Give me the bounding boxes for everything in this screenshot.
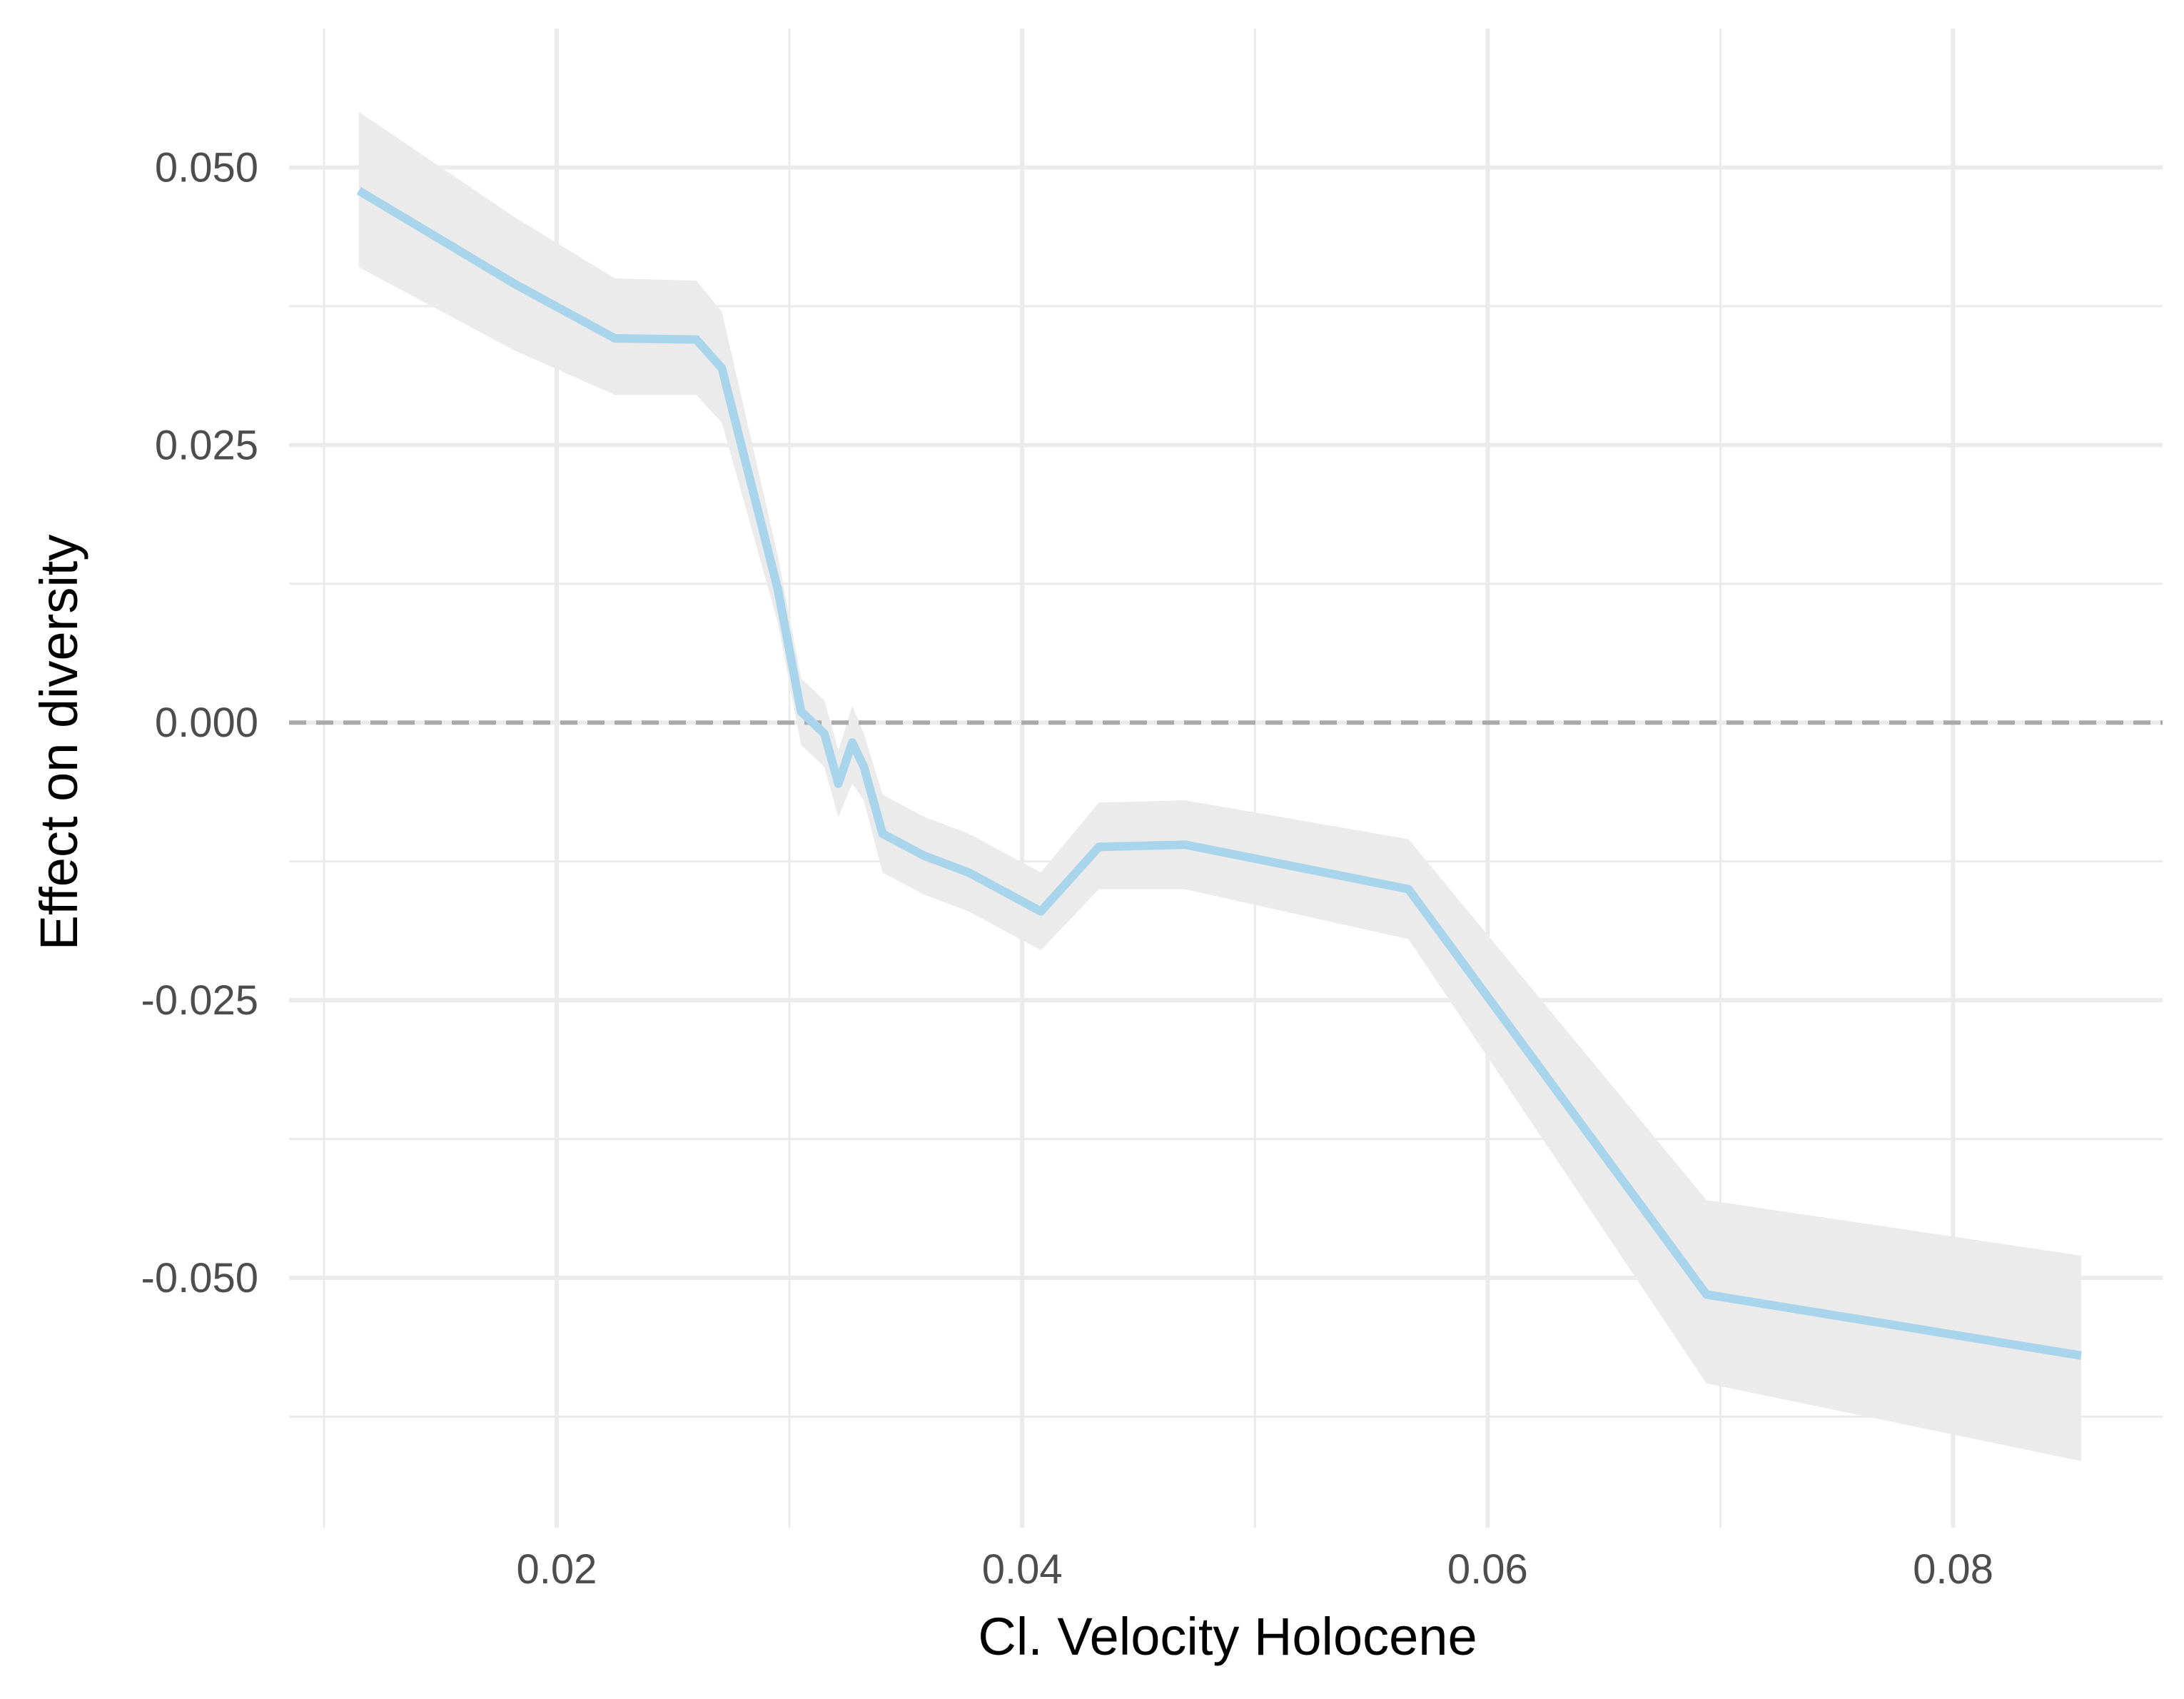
y-tick-label: -0.025 [141, 977, 258, 1024]
x-axis-title: Cl. Velocity Holocene [978, 1607, 1477, 1666]
series-line-layer [356, 186, 2082, 1360]
y-tick-label: 0.050 [155, 144, 258, 191]
effect-series-line [356, 186, 2082, 1360]
y-axis-title: Effect on diversity [29, 535, 89, 951]
confidence-ribbon [358, 111, 2081, 1461]
y-tick-label: 0.025 [155, 422, 258, 468]
x-tick-label: 0.04 [982, 1546, 1063, 1593]
y-axis-tick-labels: 0.050 0.025 0.000 -0.025 -0.050 [141, 144, 258, 1301]
x-tick-label: 0.08 [1913, 1546, 1993, 1593]
x-tick-label: 0.02 [517, 1546, 597, 1593]
x-axis-tick-labels: 0.02 0.04 0.06 0.08 [517, 1546, 1993, 1593]
y-tick-label: -0.050 [141, 1255, 258, 1301]
y-tick-label: 0.000 [155, 700, 258, 746]
x-tick-label: 0.06 [1447, 1546, 1528, 1593]
confidence-ribbon-layer [358, 111, 2081, 1461]
